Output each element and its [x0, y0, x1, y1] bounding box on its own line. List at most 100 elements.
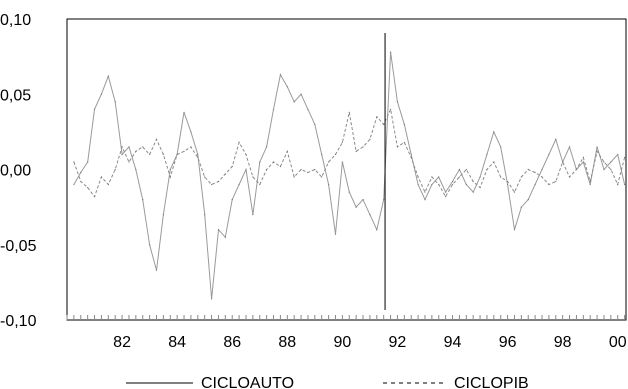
data-point-ciclopib: [617, 183, 619, 186]
data-point-ciclopib: [279, 165, 282, 168]
plot-frame: [66, 18, 627, 321]
x-tick-label: 92: [389, 334, 407, 351]
data-point-ciclopib: [190, 146, 192, 148]
series-line-cicloauto: [73, 52, 626, 299]
data-point-cicloauto: [142, 199, 144, 201]
data-point-cicloauto: [534, 183, 536, 186]
series-line-ciclopib: [73, 107, 626, 198]
data-point-ciclopib: [149, 153, 151, 156]
data-point-cicloauto: [155, 269, 158, 271]
data-point-cicloauto: [169, 168, 171, 171]
data-point-ciclopib: [445, 195, 447, 198]
data-point-ciclopib: [341, 141, 343, 144]
data-point-ciclopib: [562, 161, 564, 163]
data-point-cicloauto: [369, 214, 371, 216]
data-point-ciclopib: [500, 176, 502, 178]
data-point-ciclopib: [87, 186, 89, 189]
data-point-ciclopib: [300, 168, 302, 171]
data-point-cicloauto: [100, 93, 103, 95]
data-point-ciclopib: [548, 183, 550, 186]
data-point-cicloauto: [624, 183, 626, 186]
data-point-ciclopib: [472, 180, 474, 183]
data-point-cicloauto: [231, 199, 233, 201]
legend: CICLOAUTO CICLOPIB: [126, 375, 529, 389]
data-point-cicloauto: [389, 51, 392, 53]
y-tick-label: -0,10: [0, 313, 37, 330]
data-point-cicloauto: [500, 146, 502, 148]
data-point-ciclopib: [231, 165, 233, 168]
data-point-ciclopib: [128, 161, 130, 163]
data-point-ciclopib: [527, 168, 529, 171]
data-point-ciclopib: [624, 156, 626, 159]
data-point-ciclopib: [245, 153, 247, 156]
data-point-ciclopib: [534, 171, 536, 174]
data-point-ciclopib: [348, 111, 350, 113]
x-tick-label: 88: [278, 334, 296, 351]
x-tick-label: 98: [554, 334, 572, 351]
data-point-ciclopib: [272, 161, 275, 163]
data-point-cicloauto: [486, 153, 488, 156]
data-point-ciclopib: [307, 171, 309, 174]
data-point-ciclopib: [107, 183, 109, 186]
data-point-cicloauto: [458, 168, 461, 171]
data-point-cicloauto: [341, 161, 343, 163]
data-point-cicloauto: [424, 199, 426, 201]
data-point-ciclopib: [603, 161, 605, 163]
data-point-cicloauto: [506, 183, 509, 186]
data-point-cicloauto: [513, 229, 516, 231]
x-tick-label: 94: [444, 334, 462, 351]
data-point-ciclopib: [541, 176, 543, 178]
data-point-cicloauto: [617, 153, 619, 156]
data-point-ciclopib: [238, 141, 240, 144]
data-point-cicloauto: [527, 199, 529, 201]
data-point-ciclopib: [479, 186, 481, 189]
data-point-cicloauto: [224, 236, 226, 238]
data-point-ciclopib: [568, 176, 571, 178]
data-point-ciclopib: [142, 146, 144, 148]
y-tick-label: 0,00: [0, 163, 31, 180]
data-point-ciclopib: [135, 150, 137, 153]
y-tick-label: 0,05: [0, 87, 31, 104]
data-point-cicloauto: [87, 161, 89, 163]
data-point-ciclopib: [513, 191, 516, 193]
data-point-ciclopib: [389, 108, 392, 110]
x-tick-label: 82: [113, 334, 131, 351]
plot-border: [66, 18, 627, 321]
data-point-cicloauto: [383, 199, 385, 201]
data-point-ciclopib: [555, 180, 557, 183]
data-point-ciclopib: [465, 168, 467, 171]
data-point-cicloauto: [80, 171, 82, 174]
data-point-cicloauto: [217, 229, 220, 231]
data-point-cicloauto: [438, 176, 440, 178]
data-point-ciclopib: [162, 153, 164, 156]
data-point-cicloauto: [548, 153, 550, 156]
data-point-cicloauto: [135, 168, 137, 171]
data-point-ciclopib: [493, 161, 495, 163]
data-point-cicloauto: [204, 214, 206, 216]
data-point-cicloauto: [162, 214, 164, 216]
data-point-cicloauto: [245, 168, 247, 171]
data-point-cicloauto: [321, 153, 323, 156]
data-point-ciclopib: [582, 156, 584, 159]
data-point-ciclopib: [589, 180, 591, 183]
data-point-ciclopib: [520, 176, 522, 178]
data-point-cicloauto: [334, 233, 337, 235]
data-point-cicloauto: [307, 108, 309, 110]
data-point-ciclopib: [431, 176, 433, 178]
data-point-cicloauto: [279, 74, 282, 76]
data-point-ciclopib: [369, 138, 371, 140]
data-point-cicloauto: [445, 191, 447, 193]
data-point-ciclopib: [410, 156, 412, 159]
data-point-cicloauto: [417, 183, 419, 186]
data-point-ciclopib: [575, 168, 578, 171]
data-point-cicloauto: [603, 168, 605, 171]
data-point-ciclopib: [80, 180, 82, 183]
data-point-cicloauto: [300, 93, 302, 95]
data-point-cicloauto: [114, 101, 116, 103]
data-point-cicloauto: [582, 161, 584, 163]
data-point-ciclopib: [396, 146, 399, 148]
data-point-ciclopib: [93, 195, 96, 198]
data-point-cicloauto: [555, 138, 557, 140]
data-point-ciclopib: [355, 150, 357, 153]
data-point-cicloauto: [314, 123, 316, 125]
